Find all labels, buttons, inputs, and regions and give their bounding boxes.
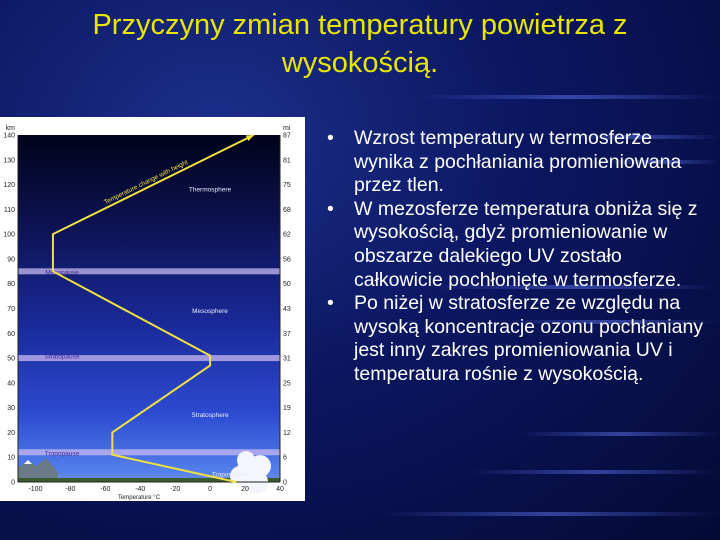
layer-label: Mesopause bbox=[45, 269, 79, 276]
snow-cap-shape bbox=[24, 460, 32, 464]
km-tick-label: 0 bbox=[11, 480, 15, 487]
bullet-item: • Wzrost temperatury w termosferze wynika… bbox=[325, 127, 715, 198]
bullet-text: W mezosferze temperatura obniża się z wy… bbox=[354, 197, 698, 291]
mi-tick-label: 50 bbox=[283, 281, 291, 288]
km-tick-label: 90 bbox=[7, 256, 15, 263]
km-tick-label: 60 bbox=[7, 331, 15, 338]
sky-background bbox=[18, 135, 280, 482]
km-axis-label: km bbox=[6, 125, 16, 132]
x-tick-label: -40 bbox=[135, 486, 145, 493]
bullet-list: • Wzrost temperatury w termosferze wynika… bbox=[325, 127, 715, 387]
mi-tick-label: 68 bbox=[283, 207, 291, 214]
temperature-profile-line bbox=[51, 134, 255, 483]
km-tick-label: 30 bbox=[7, 405, 15, 412]
decor-stripe bbox=[500, 320, 720, 324]
slide-title: Przyczyny zmian temperatury powietrza z … bbox=[92, 9, 628, 79]
km-tick-label: 40 bbox=[7, 380, 15, 387]
bullet-dot: • bbox=[327, 197, 334, 220]
layer-label: Stratopause bbox=[44, 354, 79, 361]
layer-label: Troposphere bbox=[212, 472, 249, 479]
bullet-dot: • bbox=[327, 292, 334, 315]
km-tick-label: 80 bbox=[7, 281, 15, 288]
km-tick-label: 130 bbox=[3, 157, 15, 164]
pause-band bbox=[18, 268, 280, 275]
bullet-text: Wzrost temperatury w termosferze wynika … bbox=[354, 127, 682, 197]
x-tick-label: -60 bbox=[100, 486, 110, 493]
km-tick-label: 140 bbox=[3, 133, 15, 140]
layer-label: Stratosphere bbox=[191, 412, 229, 419]
km-tick-label: 50 bbox=[7, 356, 15, 363]
mi-tick-label: 25 bbox=[283, 380, 291, 387]
mi-tick-label: 43 bbox=[283, 306, 291, 313]
decor-stripe bbox=[520, 432, 720, 436]
mi-tick-label: 37 bbox=[283, 331, 291, 338]
bullet-dot: • bbox=[327, 127, 334, 149]
decor-stripe bbox=[380, 512, 720, 516]
decor-stripe bbox=[560, 135, 720, 139]
mi-tick-label: 62 bbox=[283, 232, 291, 239]
km-tick-label: 100 bbox=[3, 232, 15, 239]
pause-band bbox=[18, 449, 280, 456]
km-tick-label: 10 bbox=[7, 455, 15, 462]
atmosphere-chart: 0 10 20 30 40 50 60 70 80 90 100 110 120 130 140 0 6 12 19… bbox=[0, 117, 305, 501]
km-tick-label: 20 bbox=[7, 430, 15, 437]
mi-tick-label: 75 bbox=[283, 182, 291, 189]
x-tick-label: -20 bbox=[170, 486, 180, 493]
layer-label: Thermosphere bbox=[189, 187, 232, 194]
x-tick-label: -100 bbox=[28, 486, 42, 493]
ground-strip bbox=[18, 478, 280, 482]
layer-label: Tropopause bbox=[45, 450, 80, 457]
km-tick-label: 120 bbox=[3, 182, 15, 189]
bullet-text: Po niżej w stratosferze ze względu na wy… bbox=[354, 292, 704, 385]
x-tick-label: 0 bbox=[208, 486, 212, 493]
bullet-item: • Po niżej w stratosferze ze względu na w… bbox=[325, 292, 715, 386]
decor-stripe bbox=[430, 285, 720, 289]
mi-tick-label: 31 bbox=[283, 356, 291, 363]
x-axis-label: Temperature °C bbox=[118, 495, 161, 501]
x-tick-label: 40 bbox=[276, 486, 284, 493]
km-tick-label: 70 bbox=[7, 306, 15, 313]
decor-stripe bbox=[600, 160, 720, 164]
decor-stripe bbox=[470, 470, 720, 474]
mi-tick-label: 56 bbox=[283, 256, 291, 263]
mi-tick-label: 12 bbox=[283, 430, 291, 437]
cloud-shape bbox=[237, 451, 255, 470]
decor-stripe bbox=[420, 95, 720, 99]
mi-tick-label: 87 bbox=[283, 133, 291, 140]
mi-axis-label: mi bbox=[283, 125, 291, 132]
atmosphere-temperature-figure: 0 10 20 30 40 50 60 70 80 90 100 110 120 130 140 0 6 12 19… bbox=[0, 117, 305, 501]
pause-band bbox=[18, 355, 280, 362]
mi-tick-label: 81 bbox=[283, 157, 291, 164]
km-tick-label: 110 bbox=[4, 207, 15, 214]
profile-arrowhead bbox=[245, 135, 254, 142]
mi-tick-label: 0 bbox=[283, 480, 287, 487]
x-tick-label: 20 bbox=[241, 486, 249, 493]
x-tick-label: -80 bbox=[65, 486, 75, 493]
mi-tick-label: 19 bbox=[283, 405, 291, 412]
bullet-item: • W mezosferze temperatura obniża się z w… bbox=[325, 198, 715, 292]
mi-tick-label: 6 bbox=[283, 455, 287, 462]
layer-label: Mesosphere bbox=[192, 308, 228, 315]
